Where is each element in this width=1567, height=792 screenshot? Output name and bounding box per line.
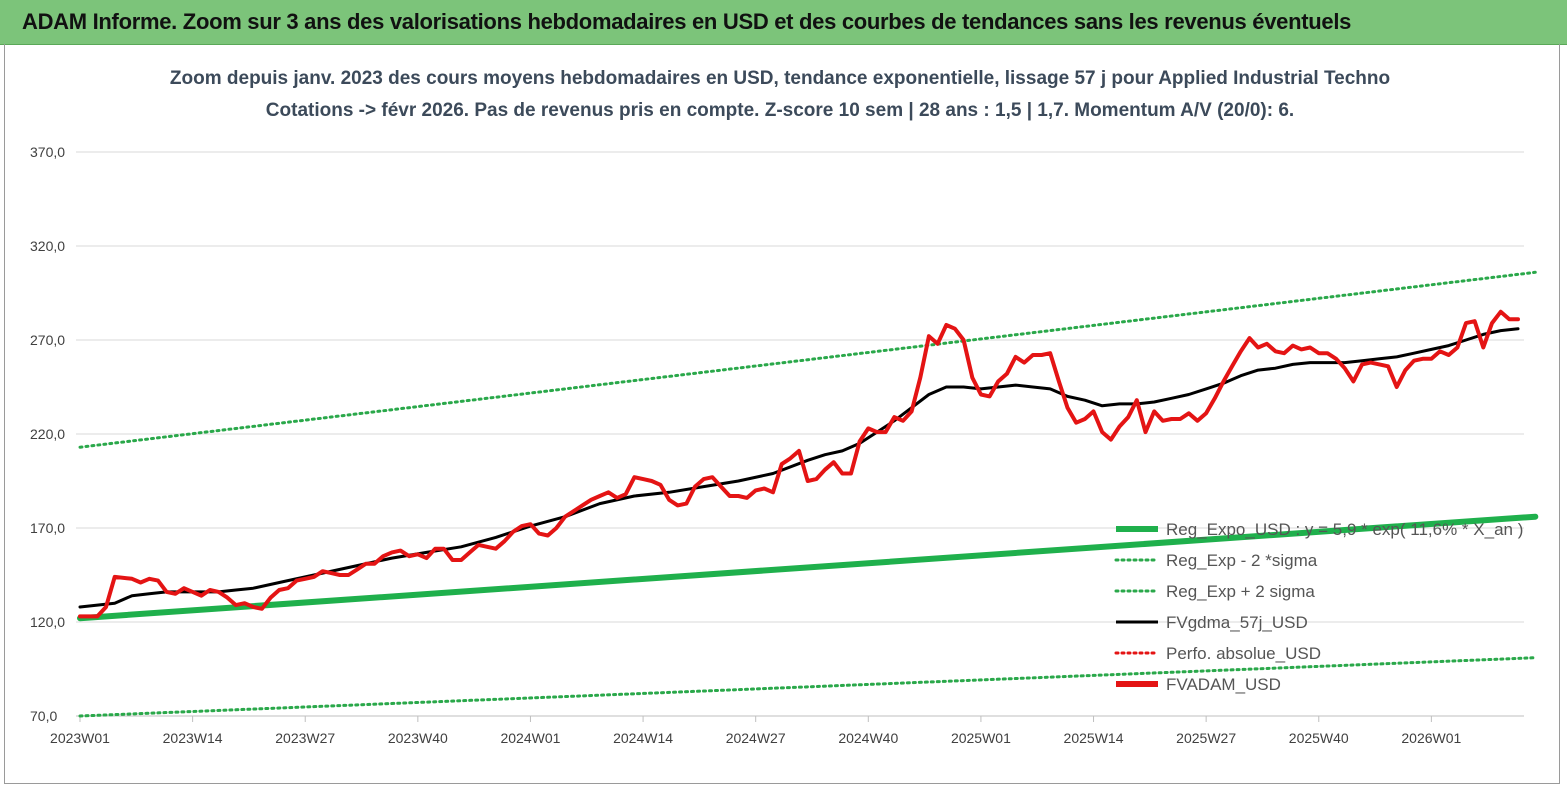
report-title: ADAM Informe. Zoom sur 3 ans des valoris… bbox=[22, 9, 1352, 34]
x-tick-label: 2025W01 bbox=[951, 730, 1011, 746]
series bbox=[77, 270, 1539, 718]
legend-label: Perfo. absolue_USD bbox=[1166, 644, 1321, 663]
x-tick-label: 2024W01 bbox=[500, 730, 560, 746]
x-tick-label: 2026W01 bbox=[1401, 730, 1461, 746]
regression-line bbox=[77, 513, 1539, 622]
legend-label: FVgdma_57j_USD bbox=[1166, 613, 1308, 632]
x-tick-label: 2023W14 bbox=[163, 730, 223, 746]
y-tick-label: 70,0 bbox=[30, 708, 57, 724]
x-tick-label: 2024W40 bbox=[838, 730, 898, 746]
y-tick-label: 220,0 bbox=[30, 426, 65, 442]
chart-frame bbox=[4, 44, 1560, 784]
grid bbox=[76, 151, 1524, 717]
legend: Reg_Expo_USD : y = 5,9 * exp( 11,6% * X_… bbox=[1114, 520, 1523, 694]
legend-label: Reg_Expo_USD : y = 5,9 * exp( 11,6% * X_… bbox=[1166, 520, 1523, 539]
y-tick-label: 120,0 bbox=[30, 614, 65, 630]
legend-label: Reg_Exp + 2 sigma bbox=[1166, 582, 1315, 601]
x-tick-label: 2024W14 bbox=[613, 730, 673, 746]
y-tick-label: 320,0 bbox=[30, 238, 65, 254]
y-tick-label: 370,0 bbox=[30, 144, 65, 160]
chart-title-line-1: Zoom depuis janv. 2023 des cours moyens … bbox=[170, 68, 1390, 89]
lower-sigma-line bbox=[78, 656, 1537, 718]
report-header: ADAM Informe. Zoom sur 3 ans des valoris… bbox=[0, 0, 1567, 45]
x-tick-label: 2025W40 bbox=[1289, 730, 1349, 746]
upper-sigma-line bbox=[78, 270, 1537, 449]
x-tick-label: 2024W27 bbox=[726, 730, 786, 746]
y-tick-label: 270,0 bbox=[30, 332, 65, 348]
legend-label: FVADAM_USD bbox=[1166, 675, 1281, 694]
y-tick-label: 170,0 bbox=[30, 520, 65, 536]
smoothed-line bbox=[78, 327, 1520, 609]
x-tick-label: 2025W27 bbox=[1176, 730, 1236, 746]
x-tick-label: 2025W14 bbox=[1064, 730, 1124, 746]
x-tick-label: 2023W27 bbox=[275, 730, 335, 746]
x-tick-label: 2023W40 bbox=[388, 730, 448, 746]
chart-title-line-2: Cotations -> févr 2026. Pas de revenus p… bbox=[266, 100, 1294, 121]
x-tick-label: 2023W01 bbox=[50, 730, 110, 746]
legend-label: Reg_Exp - 2 *sigma bbox=[1166, 551, 1318, 570]
axes: 70,0 120,0 170,0 220,0 270,0 320,0 370,0 2023W0… bbox=[30, 144, 1524, 746]
price-line bbox=[78, 309, 1520, 619]
